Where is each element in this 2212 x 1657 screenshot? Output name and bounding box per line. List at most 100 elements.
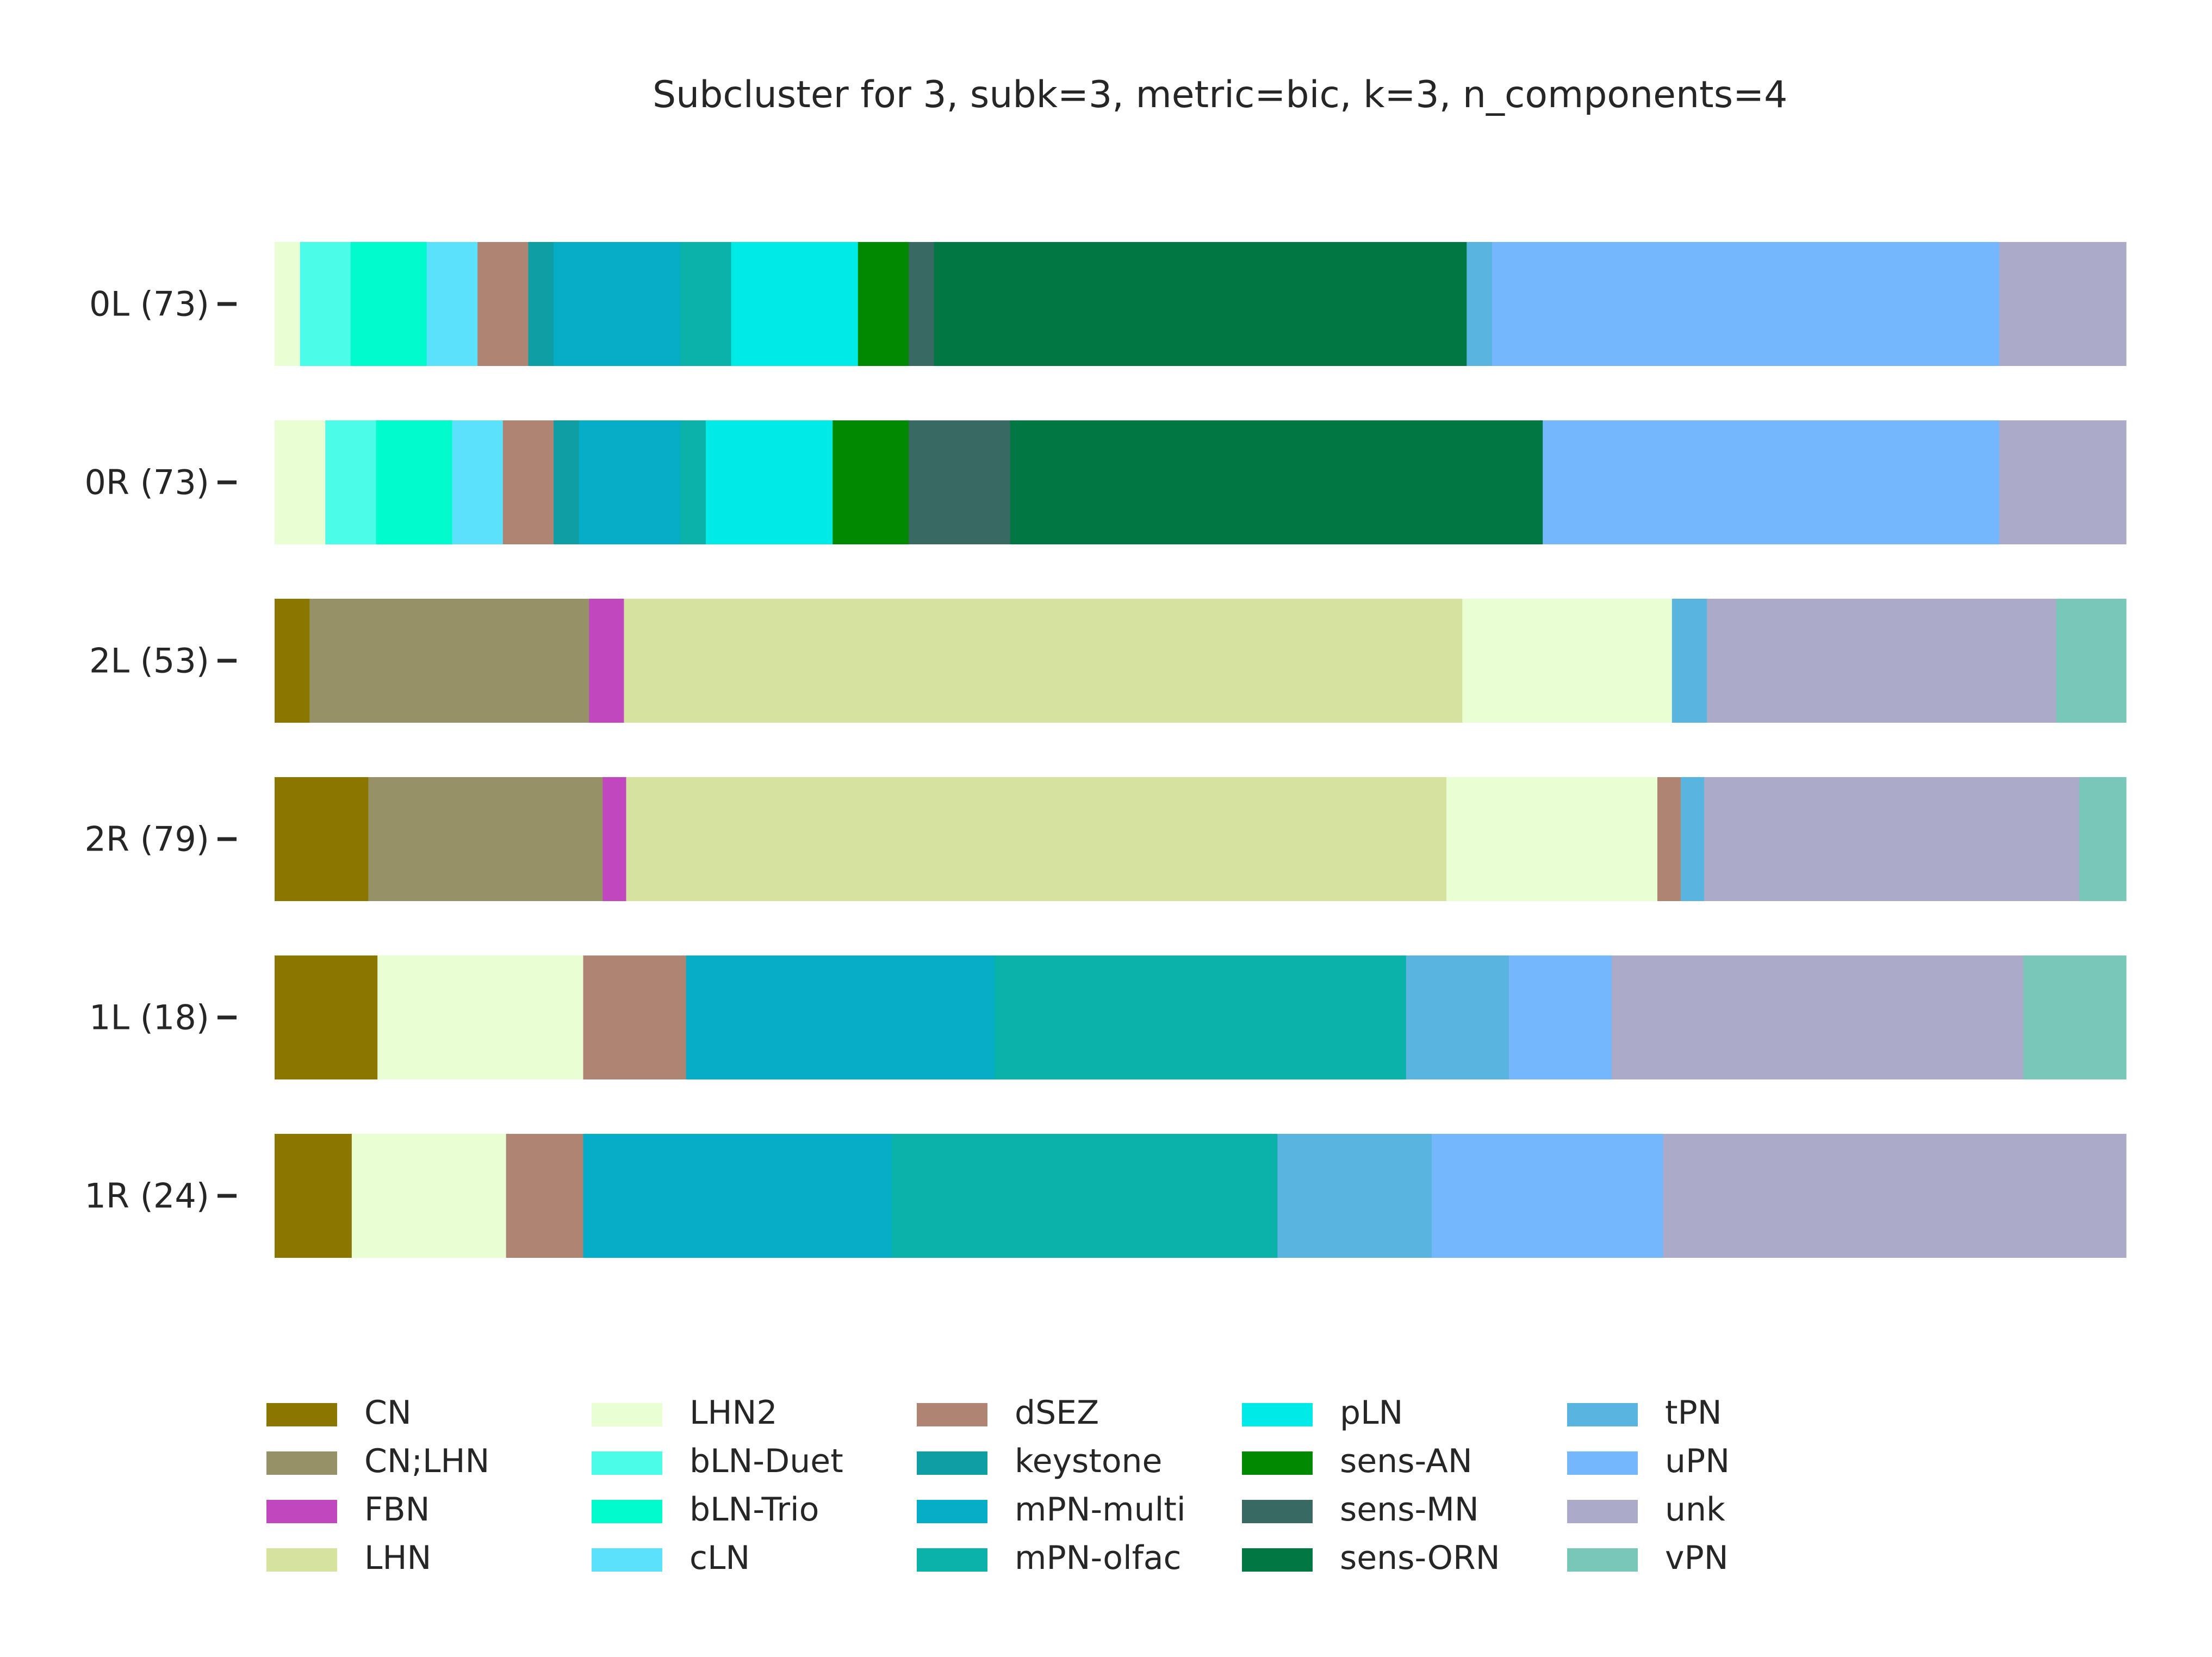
bar-segment-unk <box>1999 242 2127 366</box>
y-tick-label: 0R (73) <box>84 463 209 502</box>
bar-segment-unk <box>1999 420 2127 544</box>
bar-segment-vpn <box>2023 955 2127 1079</box>
bar-segment-mpn-multi <box>579 420 681 544</box>
legend-label: cLN <box>689 1539 750 1577</box>
bar-segment-lhn2 <box>351 1134 507 1258</box>
bar-segment-cln <box>452 420 504 544</box>
legend-label: sens-ORN <box>1340 1539 1500 1577</box>
legend-swatch <box>592 1548 662 1572</box>
bar-segment-keystone <box>554 420 580 544</box>
bar-segment-unk <box>1704 777 2080 901</box>
legend-swatch <box>1567 1500 1638 1523</box>
legend-label: mPN-olfac <box>1015 1539 1182 1577</box>
bar-segment-cn <box>275 777 369 901</box>
bar-segment-mpn-multi <box>686 955 995 1079</box>
bar-segment-cln <box>426 242 478 366</box>
bar-segment-fbn <box>602 777 627 901</box>
bar-segment-keystone <box>528 242 554 366</box>
bar-segment-mpn-olfac <box>680 420 706 544</box>
bar-segment-lhn2 <box>275 420 326 544</box>
bar-segment-mpn-multi <box>554 242 681 366</box>
bar-segment-upn <box>1492 242 2000 366</box>
y-tick-label: 1R (24) <box>84 1176 209 1216</box>
bar-segment-lhn <box>624 599 1463 723</box>
legend-label: bLN-Duet <box>689 1442 843 1480</box>
bar-segment-pln <box>705 420 833 544</box>
bar-segment-bln-duet <box>300 242 351 366</box>
legend-swatch <box>1242 1548 1313 1572</box>
bar-segment-lhn2 <box>275 242 301 366</box>
bar-segment-lhn <box>626 777 1447 901</box>
legend-swatch <box>1567 1403 1638 1426</box>
bar-segment-bln-trio <box>376 420 453 544</box>
legend-label: bLN-Trio <box>689 1491 819 1529</box>
legend-swatch <box>1242 1500 1313 1523</box>
stacked-bar-plot: 0L (73) 0R (73) 2L (53) 2R (79) 1L (18) 1R (2… <box>84 242 2127 1258</box>
bar-segment-upn <box>1432 1134 1664 1258</box>
bar-segment-tpn <box>1467 242 1493 366</box>
bar-segment-dsez <box>1657 777 1681 901</box>
y-tick-label: 1L (18) <box>89 998 209 1038</box>
bar-segment-vpn <box>2079 777 2127 901</box>
legend-swatch <box>1567 1548 1638 1572</box>
legend: CN CN;LHN FBN LHN LHN2 bLN-Duet bLN-Trio cLN dSE… <box>266 1389 2061 1607</box>
bar-segment-tpn <box>1406 955 1509 1079</box>
legend-label: FBN <box>364 1491 430 1529</box>
legend-label: dSEZ <box>1015 1394 1099 1432</box>
bar-segment-upn <box>1509 955 1612 1079</box>
legend-swatch <box>917 1451 987 1475</box>
bar-segment-pln <box>731 242 859 366</box>
legend-label: pLN <box>1340 1394 1403 1432</box>
legend-label: uPN <box>1665 1442 1730 1480</box>
bar-segment-dsez <box>506 1134 584 1258</box>
bar-segment-sens-mn <box>909 242 935 366</box>
y-tick-label: 2L (53) <box>89 641 209 681</box>
legend-swatch <box>592 1451 662 1475</box>
bar-segment-sens-an <box>858 242 909 366</box>
bar-segment-unk <box>1663 1134 2127 1258</box>
bar-segment-upn <box>1543 420 2000 544</box>
bar-segment-cn <box>275 1134 352 1258</box>
y-tick-label: 2R (79) <box>84 820 209 859</box>
legend-swatch <box>1242 1451 1313 1475</box>
bar-segment-mpn-olfac <box>892 1134 1278 1258</box>
legend-label: mPN-multi <box>1015 1491 1186 1529</box>
bar-segment-lhn2 <box>1462 599 1673 723</box>
legend-swatch <box>917 1548 987 1572</box>
legend-label: LHN <box>364 1539 432 1577</box>
bar-segment-sens-orn <box>1010 420 1543 544</box>
bar-segment-tpn <box>1277 1134 1432 1258</box>
bar-segment-unk <box>1612 955 2024 1079</box>
bar-segment-vpn <box>2056 599 2127 723</box>
bar-segment-sens-mn <box>909 420 1011 544</box>
y-tick-label: 0L (73) <box>89 284 209 324</box>
bar-segment-cn <box>275 955 378 1079</box>
bar-segment-dsez <box>583 955 687 1079</box>
legend-label: CN;LHN <box>364 1442 490 1480</box>
bar-segment-bln-trio <box>350 242 427 366</box>
bar-segment-lhn2 <box>1446 777 1658 901</box>
legend-swatch <box>266 1548 337 1572</box>
legend-swatch <box>917 1403 987 1426</box>
legend-swatch <box>266 1403 337 1426</box>
bar-segment-cn <box>275 599 310 723</box>
bar-segment-dsez <box>477 242 529 366</box>
bar-segment-lhn2 <box>377 955 584 1079</box>
legend-label: keystone <box>1015 1442 1163 1480</box>
bar-segment-bln-duet <box>325 420 377 544</box>
legend-label: sens-AN <box>1340 1442 1472 1480</box>
bar-segment-cn-lhn <box>309 599 589 723</box>
bar-segment-dsez <box>502 420 554 544</box>
legend-swatch <box>592 1403 662 1426</box>
bar-segment-tpn <box>1672 599 1707 723</box>
bar-segment-fbn <box>589 599 625 723</box>
legend-label: vPN <box>1665 1539 1729 1577</box>
legend-label: CN <box>364 1394 412 1432</box>
bar-segment-sens-orn <box>934 242 1467 366</box>
legend-label: LHN2 <box>689 1394 778 1432</box>
legend-label: tPN <box>1665 1394 1722 1432</box>
legend-swatch <box>592 1500 662 1523</box>
bar-segment-unk <box>1707 599 2057 723</box>
legend-swatch <box>1567 1451 1638 1475</box>
legend-swatch <box>1242 1403 1313 1426</box>
